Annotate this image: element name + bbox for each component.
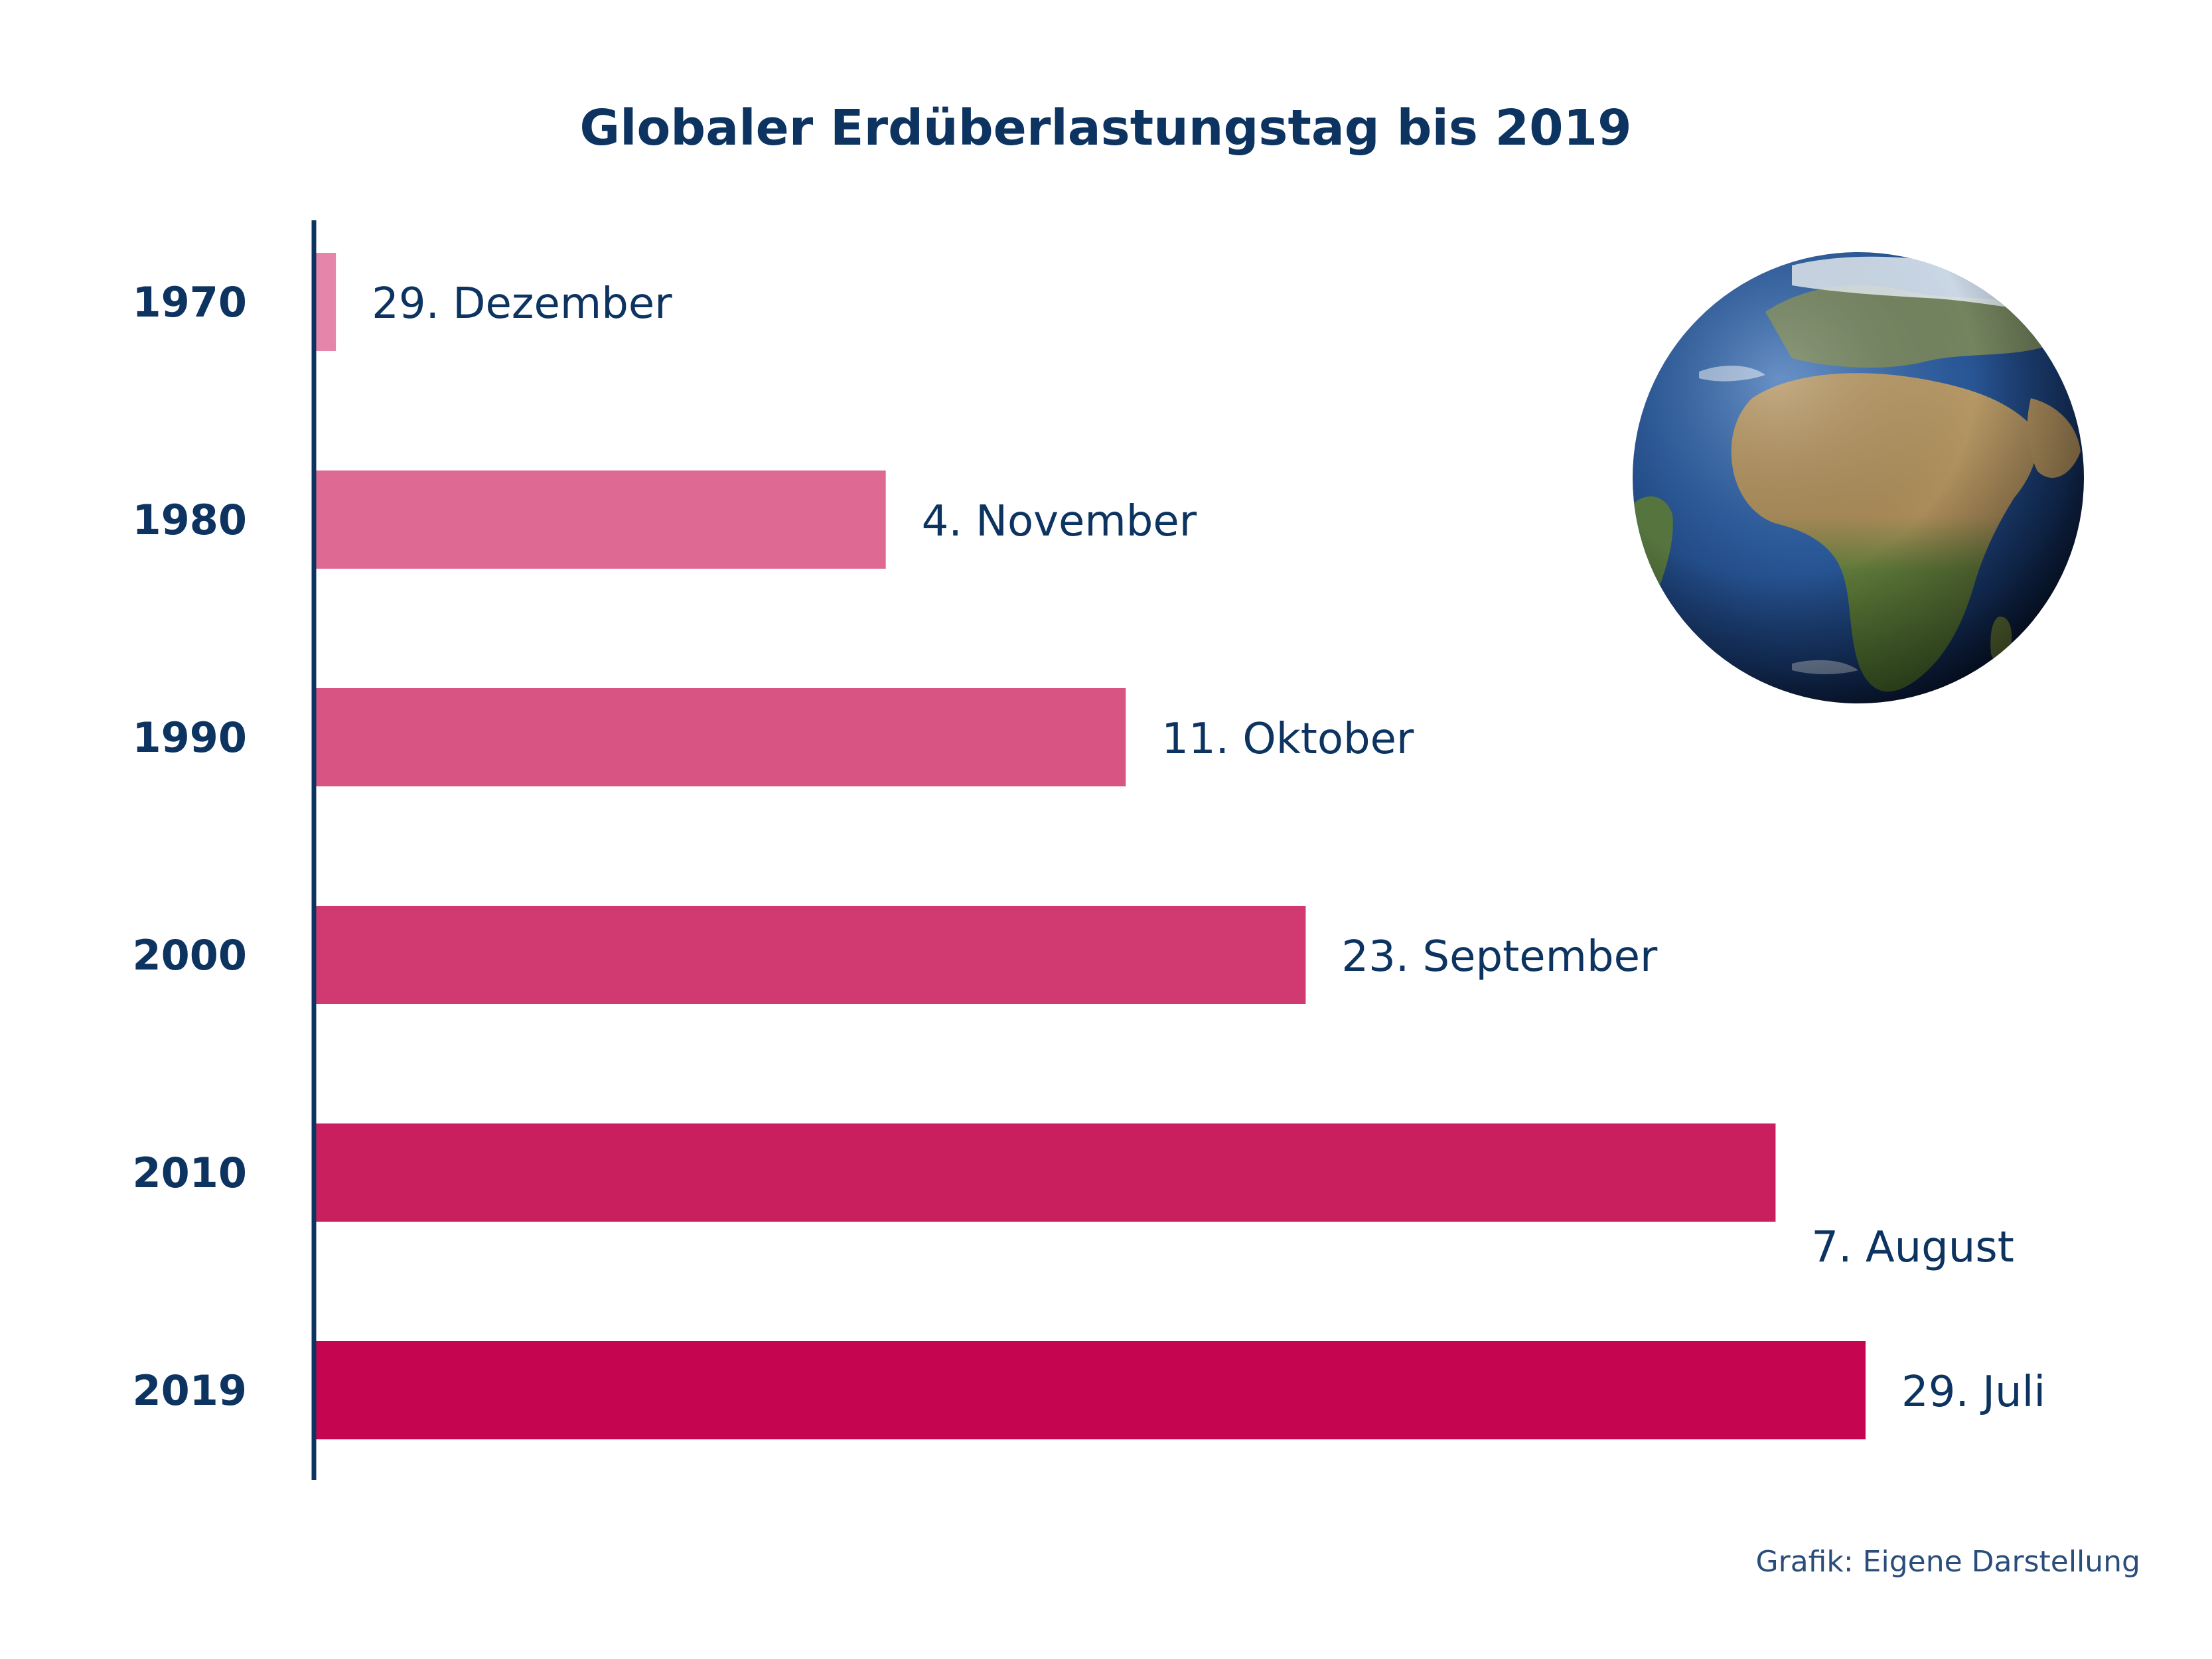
data-label-2000: 23. September	[1341, 932, 1658, 981]
bar-2000	[316, 906, 1306, 1004]
data-label-1970: 29. Dezember	[372, 279, 672, 328]
year-label-2019: 2019	[132, 1366, 247, 1415]
bar-2010	[316, 1123, 1776, 1222]
bar-2019	[316, 1341, 1866, 1439]
source-note: Grafik: Eigene Darstellung	[1756, 1545, 2140, 1579]
year-label-1970: 1970	[132, 278, 247, 326]
bar-1990	[316, 688, 1126, 786]
bar-1980	[316, 470, 886, 569]
data-label-2010: 7. August	[1811, 1223, 2014, 1272]
bar-group	[316, 253, 1866, 1439]
data-label-1980: 4. November	[922, 497, 1197, 546]
year-label-2010: 2010	[132, 1149, 247, 1197]
data-label-1990: 11. Oktober	[1161, 715, 1414, 764]
data-label-group: 29. Dezember 4. November 11. Oktober 23. Se…	[372, 279, 2045, 1417]
year-label-group: 1970 1980 1990 2000 2010 2019	[132, 278, 247, 1415]
data-label-2019: 29. Juli	[1901, 1368, 2045, 1417]
bar-1970	[316, 253, 336, 351]
chart-title: Globaler Erdüberlastungstag bis 2019	[579, 100, 1631, 157]
year-label-2000: 2000	[132, 931, 247, 979]
year-label-1990: 1990	[132, 713, 247, 762]
year-label-1980: 1980	[132, 496, 247, 544]
earth-globe-icon	[1633, 252, 2084, 703]
